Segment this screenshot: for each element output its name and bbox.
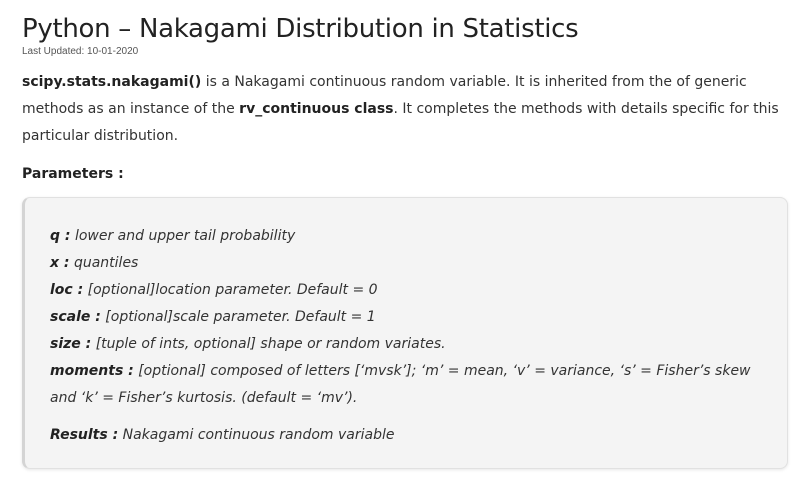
param-name: size : xyxy=(50,336,92,352)
param-loc: loc : [optional]location parameter. Defa… xyxy=(50,277,775,304)
param-q: q : lower and upper tail probability xyxy=(50,223,775,250)
param-x: x : quantiles xyxy=(50,250,775,277)
results-label: Results : xyxy=(50,427,119,443)
class-name: rv_continuous class xyxy=(239,101,394,117)
function-name: scipy.stats.nakagami() xyxy=(22,74,202,90)
page-title: Python – Nakagami Distribution in Statis… xyxy=(22,14,579,44)
parameters-box: q : lower and upper tail probability x :… xyxy=(22,197,788,469)
param-name: scale : xyxy=(50,309,101,325)
param-name: q : xyxy=(50,228,71,244)
results-desc: Nakagami continuous random variable xyxy=(118,427,395,443)
param-desc: [optional]location parameter. Default = … xyxy=(83,282,378,298)
param-size: size : [tuple of ints, optional] shape o… xyxy=(50,331,775,358)
param-desc: [optional] composed of letters [‘mvsk’];… xyxy=(50,363,751,406)
intro-text-1: is a Nakagami continuous random variable… xyxy=(22,74,747,117)
param-scale: scale : [optional]scale parameter. Defau… xyxy=(50,304,775,331)
param-name: moments : xyxy=(50,363,134,379)
results-line: Results : Nakagami continuous random var… xyxy=(50,422,775,449)
param-name: x : xyxy=(50,255,70,271)
param-moments: moments : [optional] composed of letters… xyxy=(50,358,775,412)
parameters-heading: Parameters : xyxy=(22,166,124,182)
intro-text-2: . It completes the methods with details … xyxy=(22,101,779,144)
intro-paragraph: scipy.stats.nakagami() is a Nakagami con… xyxy=(22,69,792,150)
param-desc: [tuple of ints, optional] shape or rando… xyxy=(91,336,446,352)
param-desc: [optional]scale parameter. Default = 1 xyxy=(100,309,376,325)
last-updated-date: Last Updated: 10-01-2020 xyxy=(22,46,139,57)
param-name: loc : xyxy=(50,282,84,298)
article: Python – Nakagami Distribution in Statis… xyxy=(22,0,792,184)
param-desc: lower and upper tail probability xyxy=(70,228,296,244)
param-desc: quantiles xyxy=(69,255,139,271)
